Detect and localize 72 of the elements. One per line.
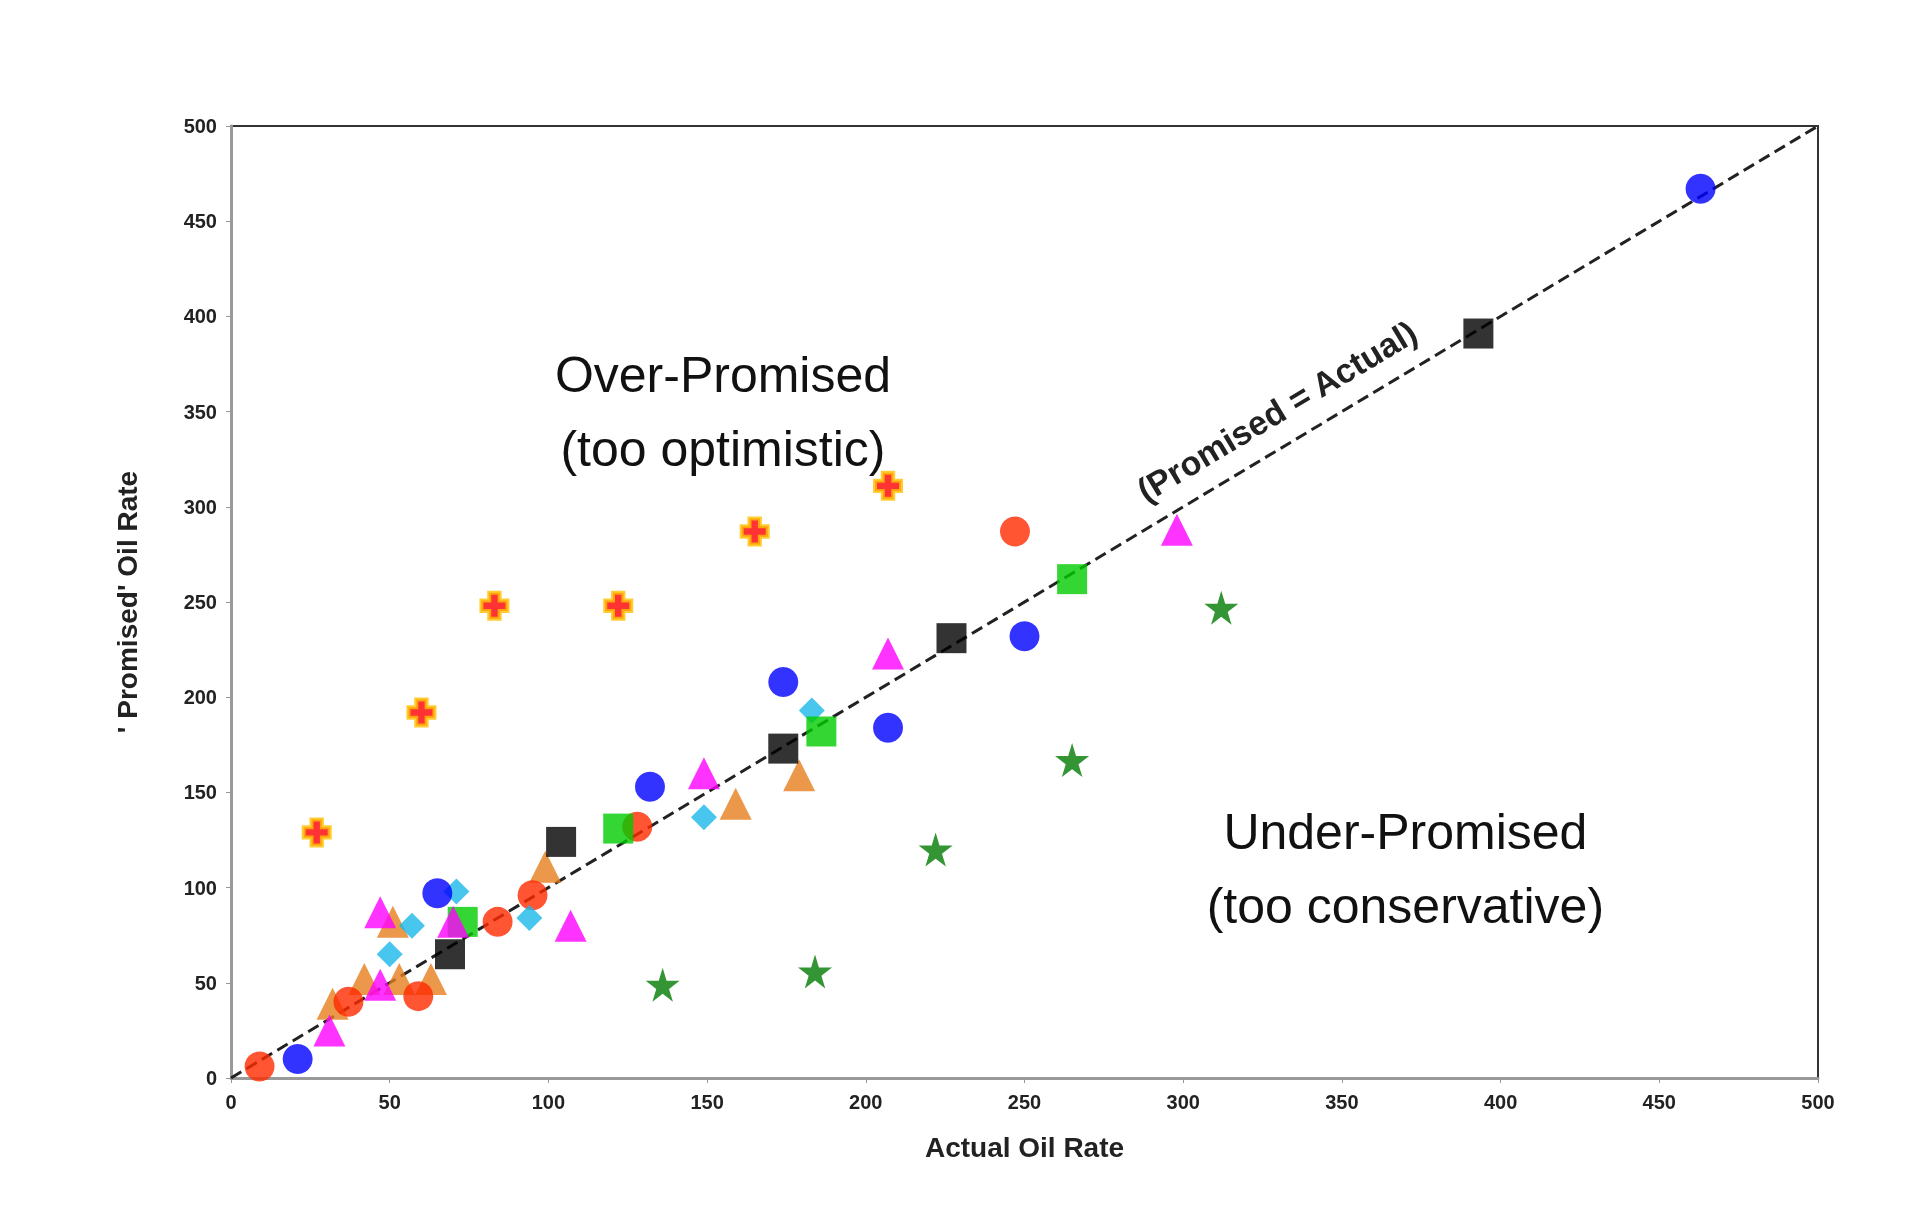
- point: [690, 804, 717, 831]
- x-tick-label: 150: [690, 1091, 724, 1113]
- point: [282, 1043, 313, 1074]
- point: [1463, 318, 1494, 349]
- y-tick-label: 300: [183, 495, 217, 518]
- point: [364, 896, 397, 929]
- y-tick-label: 0: [205, 1067, 217, 1089]
- point: [719, 787, 752, 820]
- point: [783, 759, 816, 792]
- point: [1160, 513, 1193, 546]
- point: [603, 813, 634, 844]
- point: [479, 590, 510, 621]
- point: [798, 954, 833, 989]
- point: [603, 590, 634, 621]
- point: [437, 905, 470, 938]
- point: [422, 878, 453, 909]
- y-tick-label: 200: [183, 686, 217, 709]
- point: [333, 986, 364, 1017]
- y-tick-label: 100: [183, 876, 217, 899]
- point: [376, 941, 403, 968]
- point: [806, 716, 837, 747]
- annotation: Over-Promised (too optimistic): [554, 346, 892, 477]
- y-tick-label: 250: [183, 591, 217, 613]
- y-axis-title: ' Promised' Oil Rate: [111, 470, 143, 734]
- y-tick-label: 500: [183, 115, 217, 137]
- point: [687, 757, 720, 790]
- point: [313, 1014, 346, 1047]
- point: [768, 733, 799, 764]
- x-tick-label: 450: [1642, 1091, 1676, 1113]
- x-tick-label: 500: [1801, 1091, 1835, 1113]
- point: [1057, 564, 1088, 595]
- point: [403, 981, 434, 1012]
- point: [918, 832, 953, 867]
- x-tick-label: 0: [225, 1091, 237, 1113]
- point: [1000, 516, 1030, 547]
- point: [768, 666, 799, 697]
- point: [739, 516, 770, 547]
- x-axis-title: Actual Oil Rate: [924, 1131, 1125, 1163]
- point: [873, 712, 904, 743]
- point: [244, 1051, 275, 1082]
- point: [517, 880, 548, 911]
- point: [406, 697, 437, 728]
- point: [482, 906, 513, 937]
- point: [516, 905, 543, 932]
- point: [398, 912, 425, 939]
- y-tick-label: 150: [183, 781, 217, 804]
- x-tick-label: 400: [1483, 1091, 1518, 1113]
- point: [1009, 621, 1040, 652]
- point: [645, 967, 680, 1002]
- point: [1685, 173, 1716, 204]
- y-tick-label: 450: [183, 210, 217, 233]
- point: [554, 909, 587, 942]
- x-tick-label: 100: [531, 1091, 566, 1113]
- point: [936, 623, 967, 654]
- annotation: Under-Promised (too conservative): [1206, 803, 1605, 934]
- y-tick-label: 350: [183, 400, 217, 423]
- point: [529, 850, 562, 883]
- point: [301, 817, 332, 848]
- y-tick-label: 50: [194, 971, 217, 994]
- x-tick-label: 250: [1007, 1091, 1042, 1113]
- point: [435, 939, 466, 970]
- y-tick-label: 400: [183, 305, 217, 328]
- x-tick-label: 200: [849, 1091, 883, 1113]
- x-tick-label: 50: [378, 1091, 401, 1113]
- point: [546, 826, 577, 857]
- point: [364, 968, 397, 1001]
- point: [872, 637, 905, 670]
- x-tick-label: 300: [1166, 1091, 1200, 1113]
- x-tick-label: 350: [1325, 1091, 1359, 1113]
- point: [1055, 743, 1090, 778]
- point: [1204, 590, 1239, 625]
- point: [635, 771, 665, 802]
